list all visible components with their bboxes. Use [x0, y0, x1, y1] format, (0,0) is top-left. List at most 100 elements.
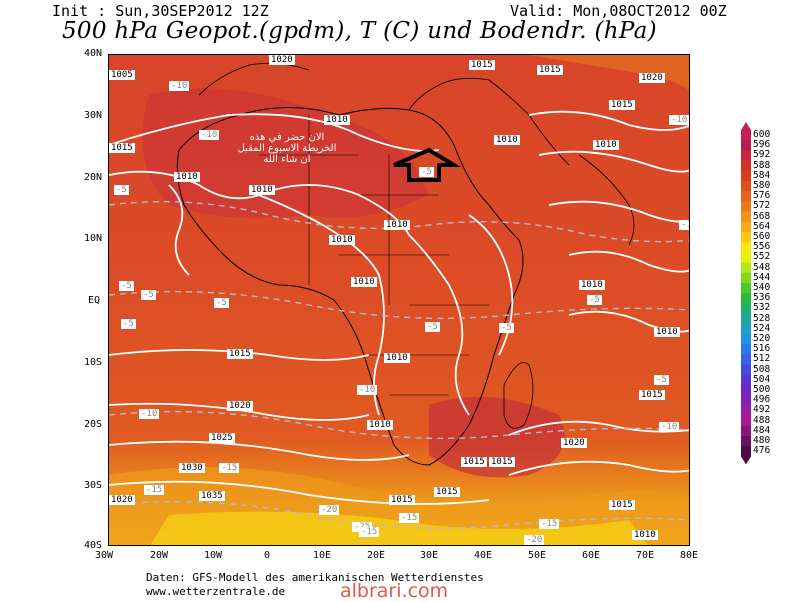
- legend-label: 536: [753, 292, 771, 304]
- legend-swatch: [741, 415, 751, 427]
- lon-label-20w: 20W: [150, 550, 169, 561]
- legend-swatch: [741, 395, 751, 406]
- arabia-coastline: [578, 154, 635, 246]
- temperature-label: -10: [199, 130, 220, 140]
- legend-bottom-arrow: [741, 456, 751, 465]
- pressure-label: 1010: [593, 140, 619, 150]
- legend-swatch: [741, 170, 751, 182]
- lon-label-0: 0: [264, 550, 271, 561]
- legend-swatch: [741, 221, 751, 233]
- pressure-label: 1015: [489, 457, 515, 467]
- pressure-label: 1015: [639, 390, 665, 400]
- pressure-label: 1010: [494, 135, 520, 145]
- legend-swatch: [741, 405, 751, 417]
- legend-label: 540: [753, 282, 771, 293]
- pressure-label: 1015: [227, 349, 253, 359]
- lon-label-50e: 50E: [528, 550, 547, 561]
- legend-swatch: [741, 344, 751, 355]
- country-borders: [259, 115, 489, 396]
- annotation-line-2: الخريطة الاسبوع المقبل: [237, 143, 337, 154]
- annotation-text: الان حضر في هذه الخريطة الاسبوع المقبل ا…: [227, 132, 347, 165]
- legend-swatch: [741, 293, 751, 304]
- pressure-label: 1010: [367, 420, 393, 430]
- legend-swatch: [741, 181, 751, 192]
- lon-label-10w: 10W: [204, 550, 223, 561]
- data-source-credit: Daten: GFS-Modell des amerikanischen Wet…: [146, 571, 484, 584]
- pressure-label: 1015: [389, 495, 415, 505]
- legend-label: 560: [753, 231, 771, 242]
- pressure-label: 1015: [537, 65, 563, 75]
- legend-swatch: [741, 313, 751, 325]
- iberia-coastline: [198, 62, 310, 96]
- legend-label: 576: [753, 190, 771, 202]
- madagascar-coastline: [503, 362, 534, 429]
- temperature-label: -5: [587, 295, 602, 305]
- legend-label: 492: [753, 404, 771, 416]
- legend-label: 528: [753, 312, 771, 324]
- legend-label: 524: [753, 322, 771, 334]
- temperature-label: -5: [654, 375, 669, 385]
- legend-swatch: [741, 201, 751, 213]
- legend-label: 516: [753, 343, 771, 355]
- legend-label: 512: [753, 353, 771, 365]
- lat-label-10n: 10N: [84, 233, 103, 244]
- lat-label-30s: 30S: [84, 480, 103, 491]
- legend-label: 496: [753, 394, 771, 406]
- legend-label: 584: [753, 169, 771, 181]
- weather-map: 1020 1015 1010 1005 1025 1030 1035 1020 …: [108, 54, 690, 546]
- temperature-label: -15: [359, 527, 380, 537]
- legend-swatch: [741, 191, 751, 202]
- pressure-label: 1020: [227, 401, 253, 411]
- legend-label: 588: [753, 159, 771, 171]
- pressure-label: 1015: [609, 100, 635, 110]
- legend-swatch: [741, 436, 751, 447]
- pressure-label: 1015: [109, 143, 135, 153]
- pressure-label: 1010: [329, 235, 355, 245]
- legend-label: 592: [753, 149, 771, 161]
- pressure-label: 1005: [109, 70, 135, 80]
- lat-label-20s: 20S: [84, 419, 103, 430]
- lon-label-40e: 40E: [474, 550, 493, 561]
- lon-label-30e: 30E: [420, 550, 439, 561]
- temperature-label: -10: [139, 409, 160, 419]
- legend-label: 596: [753, 139, 771, 151]
- legend-swatch: [741, 323, 751, 335]
- temperature-label: -10: [659, 422, 680, 432]
- legend-label: 520: [753, 333, 771, 344]
- legend-swatch: [741, 130, 751, 141]
- pressure-label: 1010: [324, 115, 350, 125]
- legend-swatch: [741, 272, 751, 284]
- lon-label-70e: 70E: [636, 550, 655, 561]
- pressure-label: 1010: [249, 185, 275, 195]
- temperature-label: -20: [319, 505, 340, 515]
- arrow-annotation: [393, 147, 462, 182]
- legend-label: 480: [753, 435, 771, 446]
- legend-swatch: [741, 160, 751, 172]
- annotation-line-3: ان شاء الله: [263, 154, 311, 165]
- legend-swatch: [741, 211, 751, 223]
- legend-label: 504: [753, 373, 771, 385]
- legend-label: 572: [753, 200, 771, 212]
- legend-label: 548: [753, 261, 771, 273]
- temperature-label: -5: [419, 167, 434, 177]
- valid-time: Valid: Mon,08OCT2012 00Z: [510, 2, 727, 20]
- pressure-label: 1015: [434, 487, 460, 497]
- legend-label: 564: [753, 220, 771, 232]
- lat-label-40s: 40S: [84, 540, 103, 551]
- legend-swatch: [741, 364, 751, 376]
- pressure-label: 1020: [639, 73, 665, 83]
- legend-label: 544: [753, 271, 771, 283]
- pressure-label: 1030: [179, 463, 205, 473]
- lat-label-20n: 20N: [84, 172, 103, 183]
- legend-swatch: [741, 252, 751, 264]
- legend-label: 488: [753, 414, 771, 426]
- temperature-label: -15: [539, 519, 560, 529]
- legend-swatch: [741, 303, 751, 315]
- temperature-label: -20: [524, 535, 545, 545]
- pressure-label: 1010: [654, 327, 680, 337]
- legend-swatch: [741, 140, 751, 151]
- pressure-label: 1035: [199, 491, 225, 501]
- legend-label: 552: [753, 251, 771, 263]
- temperature-label: -10: [669, 115, 689, 125]
- temperature-label: -5: [119, 281, 134, 291]
